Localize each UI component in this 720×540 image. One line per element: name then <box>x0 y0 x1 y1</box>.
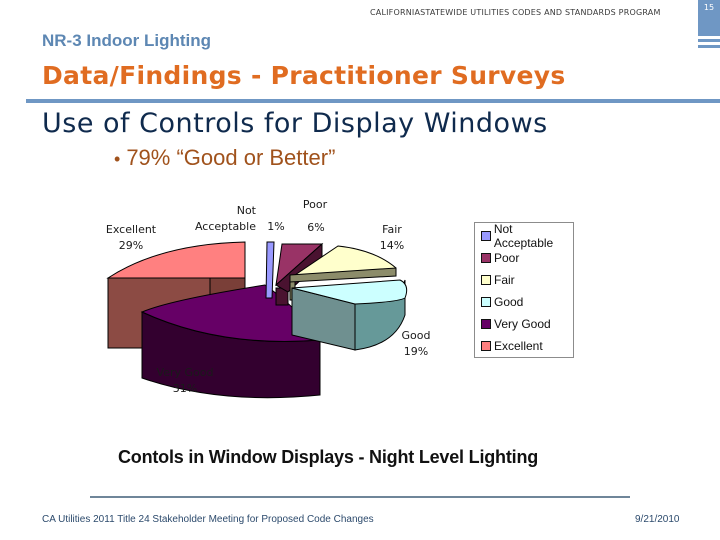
pie-chart <box>106 241 408 399</box>
label-excellent: Excellent 29% <box>105 223 157 252</box>
label-poor-pct: 6% <box>307 221 325 234</box>
legend-item-not-acceptable: Not Acceptable <box>481 222 573 250</box>
header-bar-decoration <box>698 45 720 48</box>
label-not-acceptable: Not Acceptable <box>194 204 256 233</box>
footer-divider <box>90 496 630 498</box>
section-label: NR-3 Indoor Lighting <box>42 31 212 50</box>
slice-fair <box>289 245 397 301</box>
program-header: CALIFORNIASTATEWIDE UTILITIES CODES AND … <box>370 8 661 17</box>
bullet-icon: • <box>114 149 121 169</box>
label-poor: Poor <box>302 198 328 211</box>
slice-poor <box>275 242 324 306</box>
footer-text: CA Utilities 2011 Title 24 Stakeholder M… <box>42 514 374 525</box>
bullet-text: 79% “Good or Better” <box>126 145 336 170</box>
label-not-acceptable-pct: 1% <box>267 220 285 233</box>
swatch-icon <box>481 297 491 307</box>
swatch-icon <box>481 341 491 351</box>
label-fair: Fair 14% <box>379 223 405 252</box>
page-number: 15 <box>703 3 715 12</box>
legend-item-fair: Fair <box>481 272 515 288</box>
footer-date: 9/21/2010 <box>635 514 680 525</box>
label-very-good: Very Good 31% <box>156 366 214 395</box>
chart-title: Contols in Window Displays - Night Level… <box>118 447 539 467</box>
swatch-icon <box>481 253 491 263</box>
chart-legend: Not Acceptable Poor Fair Good Very Good … <box>474 222 574 358</box>
title-divider <box>26 99 720 103</box>
slice-not-acceptable <box>265 241 275 299</box>
label-good: Good 19% <box>401 329 431 358</box>
slice-good <box>291 279 408 351</box>
header-bar-decoration <box>698 39 720 42</box>
slide-subtitle: Use of Controls for Display Windows <box>42 108 548 139</box>
swatch-icon <box>481 231 491 241</box>
slide-title: Data/Findings - Practitioner Surveys <box>42 61 566 90</box>
legend-item-good: Good <box>481 294 523 310</box>
legend-item-very-good: Very Good <box>481 316 551 332</box>
page-number-box: 15 <box>698 0 720 36</box>
swatch-icon <box>481 319 491 329</box>
bullet-point: • 79% “Good or Better” <box>114 145 335 171</box>
legend-item-excellent: Excellent <box>481 338 543 354</box>
swatch-icon <box>481 275 491 285</box>
legend-item-poor: Poor <box>481 250 519 266</box>
